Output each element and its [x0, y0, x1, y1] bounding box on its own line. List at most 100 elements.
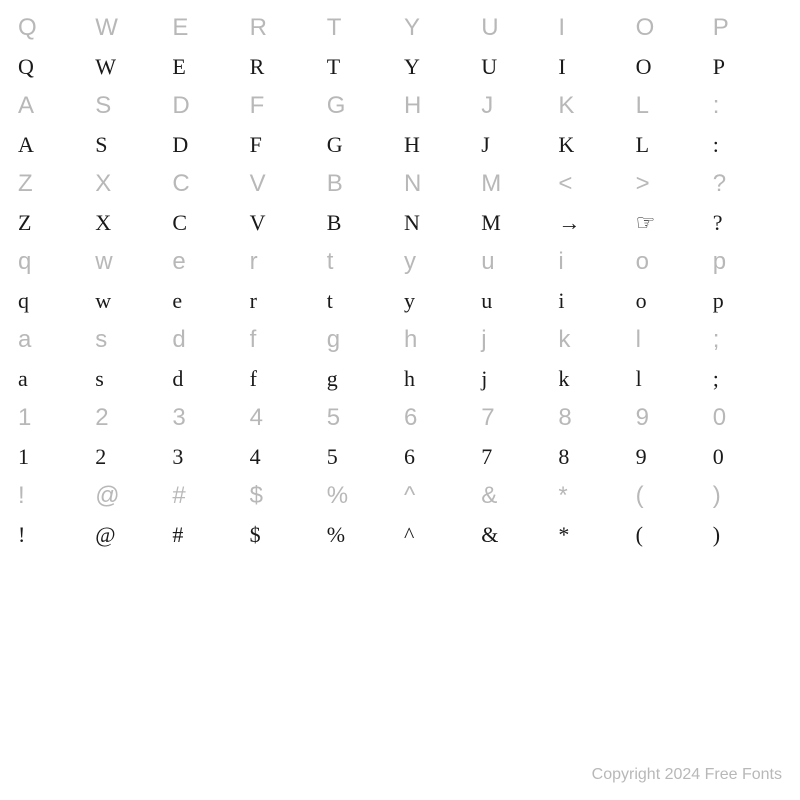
reference-glyph: :	[709, 86, 786, 126]
sample-glyph: 8	[554, 438, 631, 476]
sample-glyph: →	[554, 204, 631, 242]
sample-glyph: Y	[400, 48, 477, 86]
sample-glyph: :	[709, 126, 786, 164]
reference-glyph: Y	[400, 8, 477, 48]
sample-glyph: M	[477, 204, 554, 242]
reference-glyph: d	[168, 320, 245, 360]
reference-glyph: g	[323, 320, 400, 360]
sample-glyph: F	[246, 126, 323, 164]
reference-glyph: 3	[168, 398, 245, 438]
reference-glyph: I	[554, 8, 631, 48]
reference-glyph: @	[91, 476, 168, 516]
sample-glyph: 0	[709, 438, 786, 476]
character-map-grid: QWERTYUIOPQWERTYUIOPASDFGHJKL:ASDFGHJKL:…	[0, 0, 800, 554]
sample-glyph: Q	[14, 48, 91, 86]
sample-glyph: d	[168, 360, 245, 398]
sample-glyph: K	[554, 126, 631, 164]
sample-glyph: P	[709, 48, 786, 86]
reference-glyph: G	[323, 86, 400, 126]
reference-glyph: D	[168, 86, 245, 126]
sample-glyph: 7	[477, 438, 554, 476]
sample-glyph: 9	[632, 438, 709, 476]
reference-glyph: r	[246, 242, 323, 282]
reference-glyph: w	[91, 242, 168, 282]
reference-glyph: s	[91, 320, 168, 360]
sample-glyph: $	[246, 516, 323, 554]
sample-glyph: q	[14, 282, 91, 320]
sample-glyph: H	[400, 126, 477, 164]
sample-glyph: ?	[709, 204, 786, 242]
sample-glyph: ^	[400, 516, 477, 554]
sample-glyph: f	[246, 360, 323, 398]
reference-glyph: t	[323, 242, 400, 282]
reference-glyph: $	[246, 476, 323, 516]
sample-glyph: a	[14, 360, 91, 398]
sample-glyph: B	[323, 204, 400, 242]
sample-glyph: A	[14, 126, 91, 164]
sample-glyph: N	[400, 204, 477, 242]
sample-glyph: 4	[246, 438, 323, 476]
sample-glyph: X	[91, 204, 168, 242]
sample-glyph: 2	[91, 438, 168, 476]
reference-glyph: S	[91, 86, 168, 126]
reference-glyph: U	[477, 8, 554, 48]
sample-glyph: s	[91, 360, 168, 398]
reference-glyph: ^	[400, 476, 477, 516]
sample-glyph: y	[400, 282, 477, 320]
reference-glyph: E	[168, 8, 245, 48]
reference-glyph: 7	[477, 398, 554, 438]
reference-glyph: >	[632, 164, 709, 204]
reference-glyph: 4	[246, 398, 323, 438]
reference-glyph: O	[632, 8, 709, 48]
sample-glyph: )	[709, 516, 786, 554]
reference-glyph: Q	[14, 8, 91, 48]
reference-glyph: <	[554, 164, 631, 204]
sample-glyph: 3	[168, 438, 245, 476]
reference-glyph: )	[709, 476, 786, 516]
sample-glyph: u	[477, 282, 554, 320]
sample-glyph: *	[554, 516, 631, 554]
reference-glyph: e	[168, 242, 245, 282]
reference-glyph: V	[246, 164, 323, 204]
sample-glyph: p	[709, 282, 786, 320]
sample-glyph: R	[246, 48, 323, 86]
sample-glyph: Z	[14, 204, 91, 242]
reference-glyph: N	[400, 164, 477, 204]
sample-glyph: r	[246, 282, 323, 320]
sample-glyph: I	[554, 48, 631, 86]
reference-glyph: K	[554, 86, 631, 126]
sample-glyph: &	[477, 516, 554, 554]
sample-glyph: (	[632, 516, 709, 554]
reference-glyph: o	[632, 242, 709, 282]
reference-glyph: Z	[14, 164, 91, 204]
reference-glyph: H	[400, 86, 477, 126]
sample-glyph: j	[477, 360, 554, 398]
sample-glyph: C	[168, 204, 245, 242]
reference-glyph: f	[246, 320, 323, 360]
sample-glyph: i	[554, 282, 631, 320]
reference-glyph: 0	[709, 398, 786, 438]
reference-glyph: 8	[554, 398, 631, 438]
reference-glyph: q	[14, 242, 91, 282]
sample-glyph: T	[323, 48, 400, 86]
sample-glyph: h	[400, 360, 477, 398]
reference-glyph: p	[709, 242, 786, 282]
reference-glyph: B	[323, 164, 400, 204]
sample-glyph: o	[632, 282, 709, 320]
sample-glyph: %	[323, 516, 400, 554]
reference-glyph: 2	[91, 398, 168, 438]
sample-glyph: !	[14, 516, 91, 554]
sample-glyph: k	[554, 360, 631, 398]
sample-glyph: E	[168, 48, 245, 86]
sample-glyph: S	[91, 126, 168, 164]
reference-glyph: ?	[709, 164, 786, 204]
reference-glyph: u	[477, 242, 554, 282]
sample-glyph: g	[323, 360, 400, 398]
reference-glyph: j	[477, 320, 554, 360]
sample-glyph: O	[632, 48, 709, 86]
sample-glyph: 6	[400, 438, 477, 476]
sample-glyph: 1	[14, 438, 91, 476]
sample-glyph: #	[168, 516, 245, 554]
reference-glyph: 9	[632, 398, 709, 438]
reference-glyph: h	[400, 320, 477, 360]
